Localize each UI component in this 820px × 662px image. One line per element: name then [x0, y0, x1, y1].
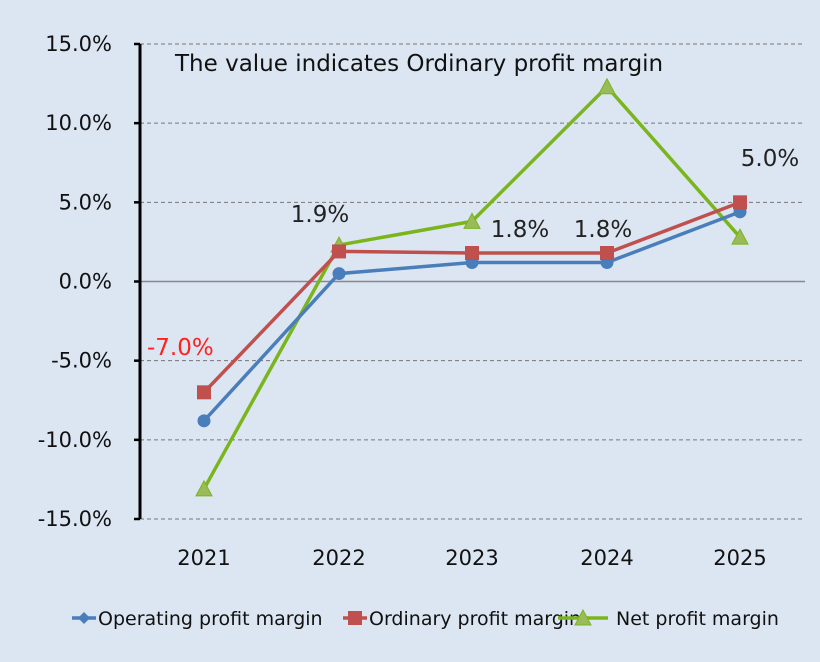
series-line	[202, 200, 741, 394]
data-label: -7.0%	[147, 335, 214, 361]
legend-label: Ordinary profit margin	[369, 608, 581, 630]
series-line	[202, 210, 741, 423]
legend-label: Operating profit margin	[98, 608, 323, 630]
data-point-square	[332, 244, 346, 259]
legend-item: Net profit margin	[558, 608, 779, 630]
y-tick-label: -15.0%	[38, 507, 112, 531]
x-tick-label: 2021	[177, 546, 230, 570]
gridlines	[140, 43, 805, 520]
data-point-square	[197, 385, 211, 400]
y-axis-ticks: 15.0% 10.0% 5.0% 0.0% -5.0% -10.0% -15.0%	[38, 32, 142, 531]
data-label: 5.0%	[741, 146, 799, 172]
data-point-circle	[332, 267, 346, 281]
data-point-square	[465, 246, 479, 260]
data-label: 1.9%	[291, 202, 349, 228]
series-operating-profit-margin	[197, 205, 747, 428]
data-point-triangle	[195, 479, 213, 497]
data-point-triangle	[574, 608, 592, 626]
data-point-square	[600, 246, 614, 260]
y-tick-label: -10.0%	[38, 428, 112, 452]
series-net-profit-margin	[195, 77, 749, 497]
data-point-square	[733, 195, 747, 210]
x-tick-label: 2025	[713, 546, 766, 570]
x-tick-label: 2024	[580, 546, 633, 570]
y-tick-label: 0.0%	[59, 270, 112, 294]
series-ordinary-profit-margin	[197, 195, 747, 400]
data-label: 1.8%	[574, 217, 632, 243]
legend: Operating profit margin Ordinary profit m…	[72, 608, 779, 630]
chart-annotation: The value indicates Ordinary profit marg…	[174, 51, 663, 77]
series-line	[202, 84, 742, 490]
data-point-triangle	[463, 212, 481, 229]
legend-item: Ordinary profit margin	[343, 608, 581, 630]
y-tick-label: 10.0%	[45, 111, 112, 135]
data-labels: -7.0% 1.9% 1.8% 1.8% 5.0%	[147, 146, 799, 361]
data-point-triangle	[598, 77, 616, 95]
legend-marker-diamond	[78, 612, 90, 624]
y-tick-label: -5.0%	[51, 349, 112, 373]
x-axis-ticks: 2021 2022 2023 2024 2025	[177, 546, 766, 570]
data-point-triangle	[731, 228, 749, 245]
x-tick-label: 2022	[312, 546, 365, 570]
data-label: 1.8%	[491, 217, 549, 243]
y-tick-label: 15.0%	[45, 32, 112, 56]
y-tick-label: 5.0%	[59, 190, 112, 214]
legend-label: Net profit margin	[616, 608, 779, 630]
x-tick-label: 2023	[445, 546, 498, 570]
series-lines	[195, 77, 749, 497]
data-point-circle	[197, 414, 211, 428]
legend-item: Operating profit margin	[72, 608, 323, 630]
data-point-square	[348, 611, 362, 625]
